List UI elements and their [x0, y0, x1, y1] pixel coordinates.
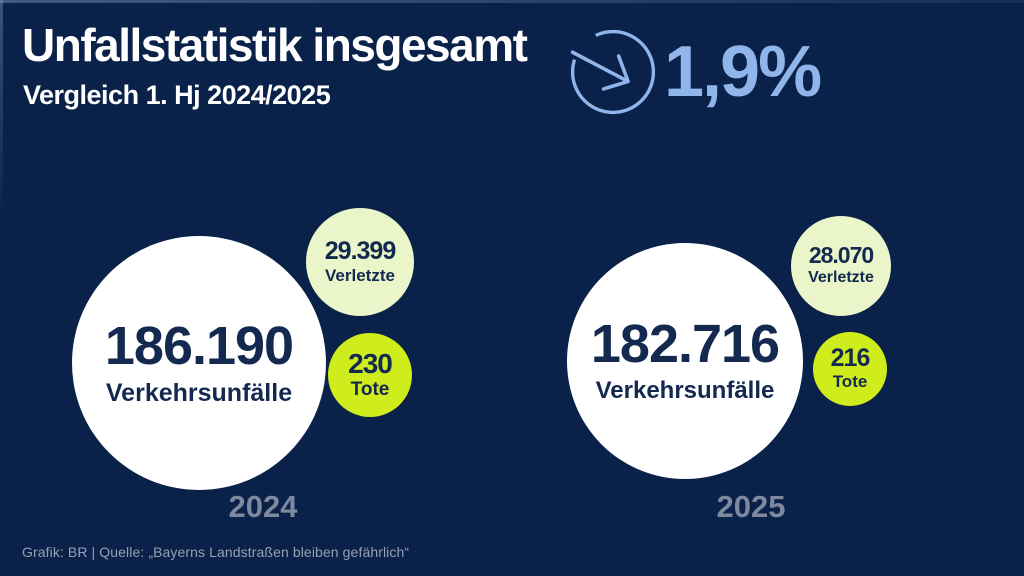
change-percent-value: 1,9%: [664, 32, 822, 112]
injured-bubble-2025: 28.070 Verletzte: [791, 216, 891, 316]
deaths-label: Tote: [350, 378, 390, 400]
deaths-label: Tote: [832, 372, 868, 392]
accidents-bubble-2024: 186.190 Verkehrsunfälle: [72, 236, 326, 490]
deaths-bubble-2024: 230 Tote: [328, 333, 412, 417]
injured-label: Verletzte: [325, 265, 395, 285]
accidents-bubble-2025: 182.716 Verkehrsunfälle: [567, 243, 803, 479]
accidents-value: 186.190: [104, 315, 294, 376]
accidents-label: Verkehrsunfälle: [595, 377, 775, 405]
deaths-value: 230: [348, 347, 393, 379]
deaths-value: 216: [830, 344, 871, 373]
source-credit: Grafik: BR | Quelle: „Bayerns Landstraße…: [22, 544, 410, 560]
year-label-2024: 2024: [228, 489, 298, 524]
injured-label: Verletzte: [808, 269, 874, 287]
page-title: Unfallstatistik insgesamt: [22, 19, 528, 71]
injured-value: 28.070: [808, 242, 874, 269]
accidents-value: 182.716: [590, 314, 780, 375]
year-label-2025: 2025: [716, 489, 786, 524]
accidents-label: Verkehrsunfälle: [105, 378, 293, 407]
decline-circle-arrow-icon: [566, 25, 660, 119]
injured-value: 29.399: [324, 236, 396, 265]
page-subtitle: Vergleich 1. Hj 2024/2025: [23, 80, 331, 110]
deaths-bubble-2025: 216 Tote: [813, 332, 887, 406]
injured-bubble-2024: 29.399 Verletzte: [306, 208, 414, 316]
